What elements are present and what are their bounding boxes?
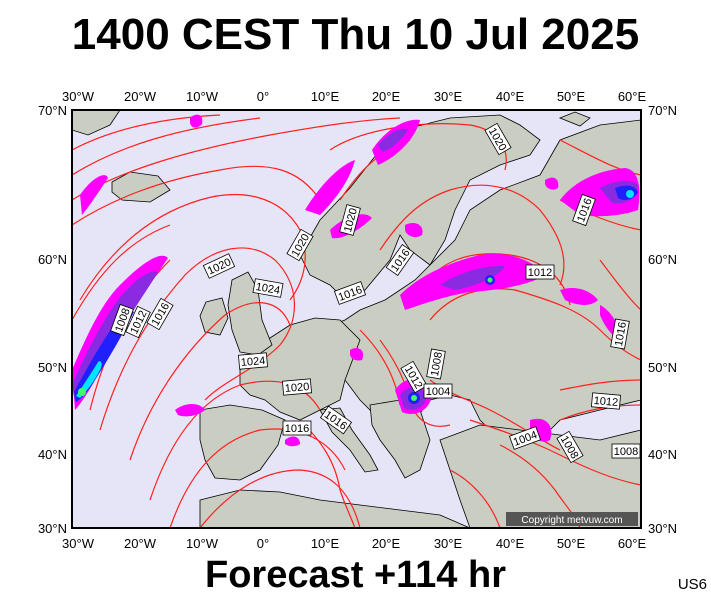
- lon-label: 10°E: [311, 89, 340, 104]
- lon-label: 0°: [257, 536, 269, 551]
- isobar-label: 1004: [426, 386, 450, 398]
- lat-label: 60°N: [38, 252, 67, 267]
- isobar-label: 1012: [528, 267, 552, 279]
- isobar-label: 1012: [593, 395, 618, 409]
- iceland: [111, 171, 171, 203]
- iberia: [199, 404, 286, 481]
- lon-label: 30°E: [434, 536, 463, 551]
- lon-label: 60°E: [618, 536, 647, 551]
- lat-label: 50°N: [648, 360, 677, 375]
- lat-label: 30°N: [38, 521, 67, 536]
- lat-labels-right: 70°N 60°N 50°N 40°N 30°N: [648, 103, 677, 536]
- lon-label: 50°E: [557, 89, 586, 104]
- turkey: [439, 424, 641, 528]
- lon-labels-bottom: 30°W 20°W 10°W 0° 10°E 20°E 30°E 40°E 50…: [62, 536, 646, 551]
- lon-label: 20°W: [124, 89, 157, 104]
- copyright-box: [506, 512, 638, 526]
- lon-label: 10°E: [311, 536, 340, 551]
- greenland: [72, 110, 121, 136]
- lon-label: 20°E: [372, 536, 401, 551]
- north-islands: [558, 111, 591, 127]
- lon-label: 10°W: [186, 89, 219, 104]
- lat-label: 40°N: [38, 447, 67, 462]
- isobar-label: 1008: [614, 446, 638, 458]
- isobar-label: 1016: [613, 321, 629, 347]
- north-africa: [199, 489, 471, 528]
- isobar-label: 1024: [240, 355, 265, 369]
- lat-label: 30°N: [648, 521, 677, 536]
- lon-label: 40°E: [496, 536, 525, 551]
- lon-label: 50°E: [557, 536, 586, 551]
- lon-label: 20°W: [124, 536, 157, 551]
- lon-label: 20°E: [372, 89, 401, 104]
- isobar-label: 1020: [284, 381, 309, 395]
- lon-label: 30°E: [434, 89, 463, 104]
- isobar-label: 1008: [429, 351, 445, 377]
- lat-label: 70°N: [648, 103, 677, 118]
- isobar-labels: 1020 1020 1020 1016 1016 1016 1020 1024: [110, 122, 641, 464]
- copyright-text: Copyright metvuw.com: [521, 515, 622, 526]
- lat-label: 60°N: [648, 252, 677, 267]
- great-britain: [227, 271, 273, 356]
- lon-label: 0°: [257, 89, 269, 104]
- forecast-label: Forecast +114 hr: [204, 554, 506, 596]
- lat-label: 70°N: [38, 103, 67, 118]
- lon-label: 30°W: [62, 89, 95, 104]
- lon-label: 60°E: [618, 89, 647, 104]
- lat-label: 40°N: [648, 447, 677, 462]
- model-code: US6: [677, 576, 707, 593]
- lon-label: 10°W: [186, 536, 219, 551]
- lat-label: 50°N: [38, 360, 67, 375]
- lat-labels-left: 70°N 60°N 50°N 40°N 30°N: [38, 103, 67, 536]
- map-frame: [71, 109, 642, 529]
- lon-label: 40°E: [496, 89, 525, 104]
- lon-label: 30°W: [62, 536, 95, 551]
- lon-labels-top: 30°W 20°W 10°W 0° 10°E 20°E 30°E 40°E 50…: [62, 89, 646, 104]
- map-title: 1400 CEST Thu 10 Jul 2025: [71, 10, 640, 59]
- ireland: [199, 297, 229, 336]
- isobar-label: 1016: [285, 423, 309, 435]
- isobar-label: 1024: [255, 281, 281, 297]
